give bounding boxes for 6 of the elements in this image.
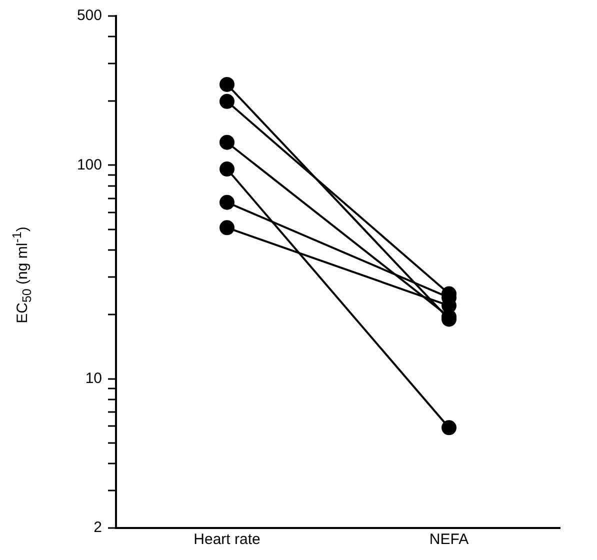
x-tick-label: NEFA [429,531,469,548]
y-tick-label: 2 [94,519,102,536]
y-tick-label: 500 [76,7,102,24]
x-tick-label: Heart rate [194,531,260,548]
y-tick-label: 10 [85,370,102,387]
y-tick-label: 100 [76,156,102,174]
